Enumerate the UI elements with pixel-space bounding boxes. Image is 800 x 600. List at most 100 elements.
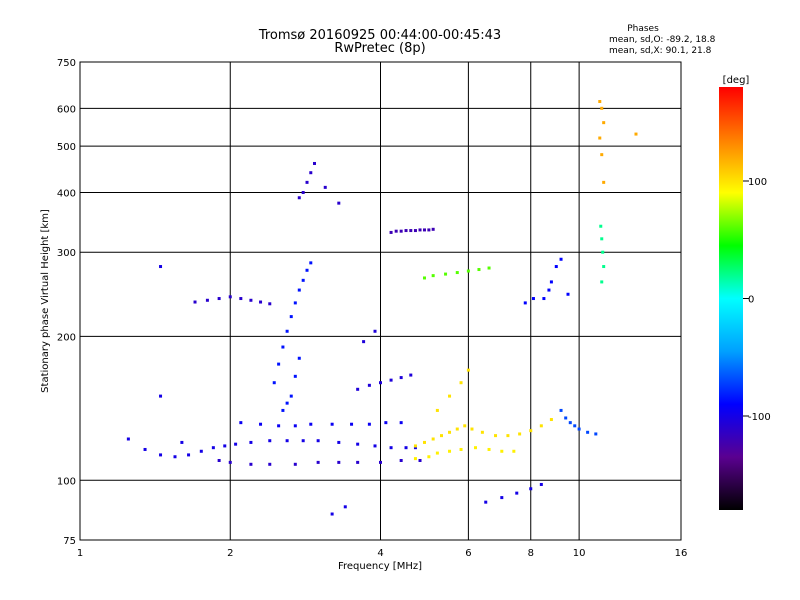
data-point [480, 430, 484, 434]
data-point [350, 422, 354, 426]
data-point [484, 500, 488, 504]
data-point [473, 446, 477, 450]
colorbar: [deg] 100 0 -100 [719, 75, 771, 510]
data-point [466, 269, 470, 273]
data-point [506, 434, 510, 438]
y-tick-label: 500 [57, 142, 76, 153]
colorbar-tick-label: 0 [748, 295, 754, 306]
x-tick-label: 6 [465, 548, 471, 559]
data-point [573, 424, 577, 428]
data-point [602, 265, 606, 269]
chart-header: Tromsø 20160925 00:44:00-00:45:43 RwPret… [258, 24, 716, 56]
data-point [515, 491, 519, 495]
data-point [289, 394, 293, 398]
data-point [373, 329, 377, 333]
data-point [435, 408, 439, 412]
colorbar-gradient [719, 87, 743, 510]
colorbar-tick-label: 100 [748, 177, 767, 188]
data-point [512, 449, 516, 453]
data-point [559, 408, 563, 412]
data-point [598, 136, 602, 140]
data-point [356, 387, 360, 391]
data-point [586, 430, 590, 434]
data-point [404, 229, 408, 233]
data-point [463, 424, 467, 428]
data-point [459, 381, 463, 385]
colorbar-tick-label: -100 [748, 412, 771, 423]
data-point [143, 447, 147, 451]
data-point [440, 434, 444, 438]
data-point [293, 374, 297, 378]
data-point [367, 383, 371, 387]
colorbar-label: [deg] [723, 75, 750, 86]
data-point [159, 453, 163, 457]
data-point [259, 422, 263, 426]
x-tick-label: 1 [77, 548, 83, 559]
grid-lines [80, 62, 681, 540]
data-point [455, 271, 459, 275]
data-point [422, 228, 426, 232]
data-point [409, 373, 413, 377]
data-point [301, 190, 305, 194]
data-point [337, 440, 341, 444]
data-point [285, 401, 289, 405]
x-axis-ticks: 1 2 4 6 8 10 16 [77, 548, 688, 559]
data-point [601, 250, 605, 254]
data-point [389, 378, 393, 382]
y-tick-label: 200 [57, 332, 76, 343]
data-point [356, 460, 360, 464]
data-point [356, 442, 360, 446]
x-tick-label: 16 [675, 548, 688, 559]
data-point [399, 229, 403, 233]
data-point [309, 171, 313, 175]
data-point [293, 424, 297, 428]
data-point [599, 224, 603, 228]
data-point [301, 278, 305, 282]
data-point [316, 439, 320, 443]
data-point [598, 100, 602, 104]
chart-title: Tromsø 20160925 00:44:00-00:45:43 [258, 28, 501, 43]
data-point [316, 460, 320, 464]
data-point [159, 394, 163, 398]
data-point [187, 453, 191, 457]
data-points [126, 100, 638, 516]
data-point [293, 301, 297, 305]
data-point [470, 427, 474, 431]
data-point [379, 381, 382, 385]
data-point [259, 300, 263, 304]
data-point [323, 185, 327, 189]
data-point [435, 451, 439, 455]
data-point [549, 418, 553, 422]
colorbar-ticks: 100 0 -100 [743, 177, 771, 423]
data-point [249, 298, 253, 302]
data-point [268, 462, 272, 466]
data-point [285, 329, 289, 333]
data-point [431, 274, 435, 278]
data-point [529, 429, 533, 433]
data-point [205, 298, 209, 302]
data-point [600, 280, 604, 284]
data-point [309, 261, 313, 265]
data-point [399, 376, 403, 380]
data-point [297, 288, 301, 292]
data-point [568, 421, 572, 425]
x-tick-label: 10 [573, 548, 586, 559]
data-point [399, 458, 403, 462]
data-point [297, 196, 301, 200]
data-point [373, 444, 377, 448]
data-point [422, 440, 426, 444]
data-point [281, 408, 285, 412]
data-point [193, 300, 197, 304]
x-tick-label: 8 [528, 548, 534, 559]
data-point [285, 439, 289, 443]
data-point [228, 295, 232, 299]
data-point [422, 276, 426, 280]
data-point [337, 460, 341, 464]
y-tick-label: 75 [63, 536, 76, 547]
data-point [427, 228, 431, 232]
data-point [542, 297, 546, 301]
data-point [418, 458, 422, 462]
data-point [239, 421, 243, 425]
data-point [413, 444, 417, 448]
